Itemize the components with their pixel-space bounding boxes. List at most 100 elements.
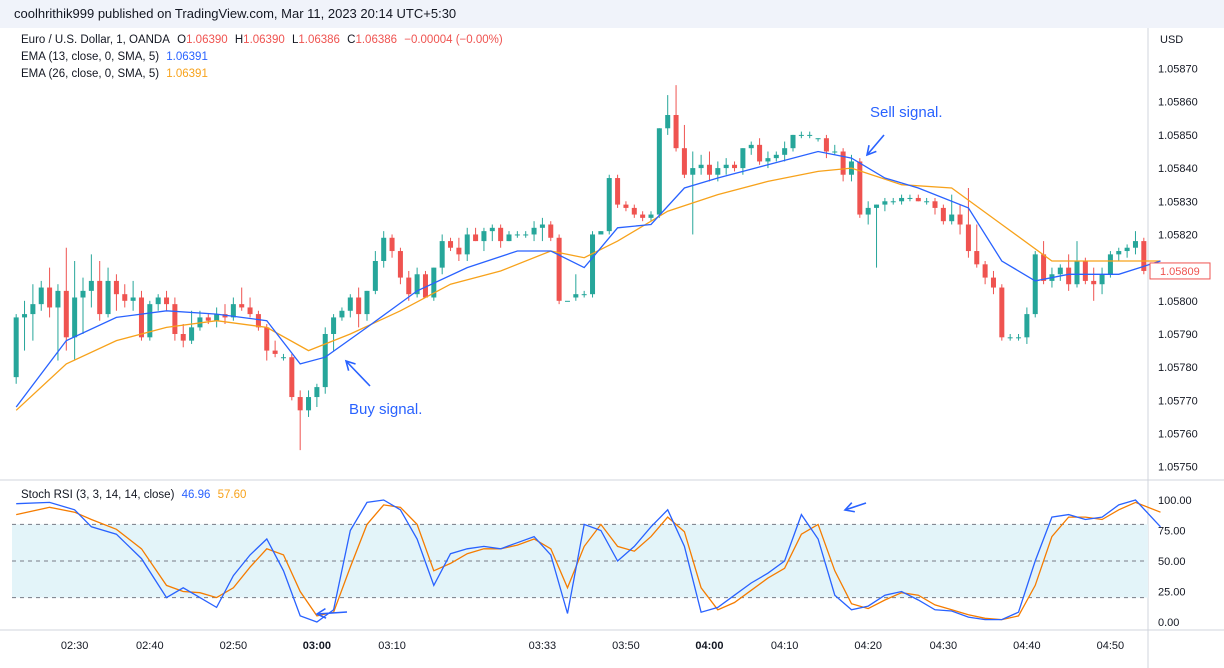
candle-body — [514, 234, 520, 236]
candle — [422, 270, 428, 298]
low-label: L — [291, 34, 299, 46]
candle-body — [698, 164, 704, 169]
candle — [798, 131, 804, 139]
candle — [740, 148, 746, 175]
candle-body — [506, 234, 512, 242]
candle-body — [932, 201, 938, 208]
candle — [974, 224, 980, 268]
time-tick-label: 04:10 — [771, 640, 799, 652]
stoch-tick-label: 0.00 — [1158, 617, 1179, 629]
candle — [598, 231, 604, 235]
candle — [506, 231, 512, 242]
candle-body — [665, 115, 671, 129]
candle — [372, 251, 378, 295]
candle — [865, 201, 871, 225]
candle-body — [306, 397, 312, 411]
candle-body — [807, 134, 813, 136]
price-legend: Euro / U.S. Dollar, 1, OANDA O1.06390 H1… — [21, 34, 511, 46]
candle — [97, 261, 103, 321]
candle-body — [706, 164, 712, 175]
candle — [239, 287, 245, 311]
candle-body — [581, 294, 587, 296]
candle — [13, 314, 19, 384]
candle — [949, 194, 955, 225]
candle-body — [322, 334, 328, 388]
candle-body — [974, 251, 980, 265]
stoch-tick-label: 75.00 — [1158, 526, 1186, 538]
candle — [665, 95, 671, 135]
candle — [1116, 247, 1122, 261]
stoch-tick-label: 100.00 — [1158, 495, 1192, 507]
candle — [539, 217, 545, 242]
candle-body — [80, 290, 86, 298]
candle — [1074, 241, 1080, 288]
candle — [331, 314, 337, 351]
candle — [790, 134, 796, 152]
candle — [414, 267, 420, 298]
candle — [381, 231, 387, 268]
candle-body — [782, 148, 788, 155]
candle-body — [88, 280, 94, 291]
candle — [464, 227, 470, 261]
candle — [473, 227, 479, 242]
chart-area[interactable]: USD 1.05870 1.05860 1.05850 1.05840 1.05830 1.… — [0, 28, 1224, 668]
arrow-head — [344, 359, 356, 371]
candle-body — [155, 297, 161, 305]
ema13-label: EMA (13, close, 0, SMA, 5) — [21, 51, 160, 63]
candle — [757, 138, 763, 165]
candle-body — [55, 290, 61, 308]
price-tick-label: 1.05850 — [1158, 130, 1198, 142]
candle — [581, 290, 587, 298]
candle — [564, 300, 570, 302]
time-tick-label: 03:50 — [612, 640, 640, 652]
candle-body — [732, 164, 738, 169]
candle-body — [214, 314, 220, 321]
candle-body — [164, 297, 170, 305]
candle-body — [924, 201, 930, 203]
candle-body — [857, 161, 863, 215]
candle-body — [1066, 267, 1072, 285]
candle — [130, 280, 136, 311]
ema26-label: EMA (26, close, 0, SMA, 5) — [21, 68, 160, 80]
candle-body — [113, 280, 119, 295]
time-tick-label: 04:20 — [854, 640, 882, 652]
candle-body — [790, 134, 796, 149]
candle-body — [272, 350, 278, 354]
candle — [874, 204, 880, 268]
candle-body — [556, 237, 562, 301]
candle-body — [1116, 251, 1122, 255]
candle — [30, 284, 36, 341]
candle-body — [523, 234, 529, 236]
time-tick-label: 04:00 — [695, 640, 723, 652]
sell-arrow-icon — [865, 134, 885, 157]
candle-body — [489, 227, 495, 232]
candle-body — [189, 327, 195, 341]
candle-body — [940, 207, 946, 222]
candle-body — [915, 197, 921, 202]
candle — [840, 148, 846, 182]
candle-body — [990, 277, 996, 288]
candle — [364, 290, 370, 321]
stoch-legend: Stoch RSI (3, 3, 14, 14, close) 46.96 57… — [21, 489, 250, 501]
candle-body — [874, 204, 880, 208]
candle — [815, 138, 821, 142]
candle-body — [397, 251, 403, 278]
candle-body — [297, 397, 303, 411]
stoch-d-line — [16, 501, 1161, 621]
candle — [882, 197, 888, 212]
candle — [773, 151, 779, 162]
candle — [172, 297, 178, 341]
candle — [732, 161, 738, 172]
candle — [105, 267, 111, 318]
last-price-label: 1.05809 — [1160, 266, 1200, 278]
time-tick-label: 03:00 — [303, 640, 331, 652]
open-value: 1.06390 — [186, 34, 228, 46]
candle-body — [38, 287, 44, 305]
open-label: O — [177, 34, 187, 46]
candle-body — [548, 224, 554, 238]
candle — [297, 390, 303, 451]
price-tick-label: 1.05770 — [1158, 395, 1198, 407]
candle-body — [314, 387, 320, 398]
chart-svg[interactable]: USD 1.05870 1.05860 1.05850 1.05840 1.05830 1.… — [0, 28, 1224, 668]
time-tick-label: 04:30 — [930, 640, 958, 652]
